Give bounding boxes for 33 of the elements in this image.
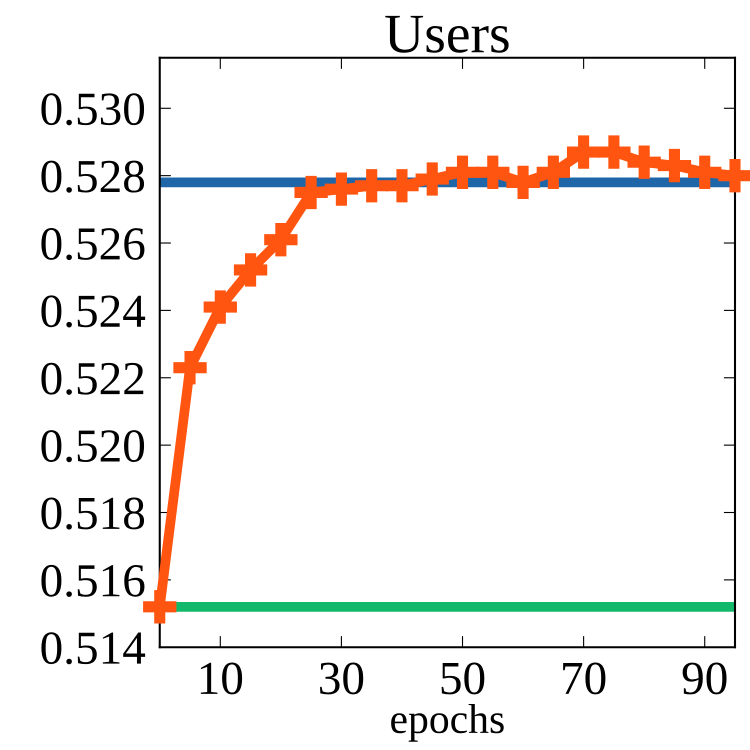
point [294,176,328,210]
point [204,290,237,324]
point [506,166,540,200]
point [536,156,570,189]
chart-title: Users [385,16,509,53]
point [355,169,388,202]
x-tick-label: 90 [682,662,727,694]
point [143,590,176,624]
point [234,253,268,287]
y-tick-label: 0.522 [41,362,144,395]
point [264,222,298,256]
point [173,350,207,384]
x-axis-title: epochs [391,704,504,742]
point [658,148,692,182]
y-tick-label: 0.514 [41,632,146,664]
y-tick-label: 0.526 [41,228,144,260]
point [416,162,449,196]
y-tick-label: 0.516 [41,564,144,597]
point [385,169,419,202]
x-tick-label: 10 [200,662,242,694]
y-tick-label: 0.520 [41,430,144,462]
point [324,172,358,206]
point [476,156,510,189]
x-tick-label: 70 [563,662,606,694]
point [688,156,722,189]
x-tick-label: 30 [320,662,364,694]
y-tick-label: 0.530 [41,93,144,126]
y-tick-label: 0.524 [41,295,146,328]
y-tick-label: 0.518 [41,497,144,530]
point [628,146,661,179]
x-tick-label: 50 [442,662,484,694]
point [597,135,631,169]
y-tick-label: 0.528 [41,160,144,193]
